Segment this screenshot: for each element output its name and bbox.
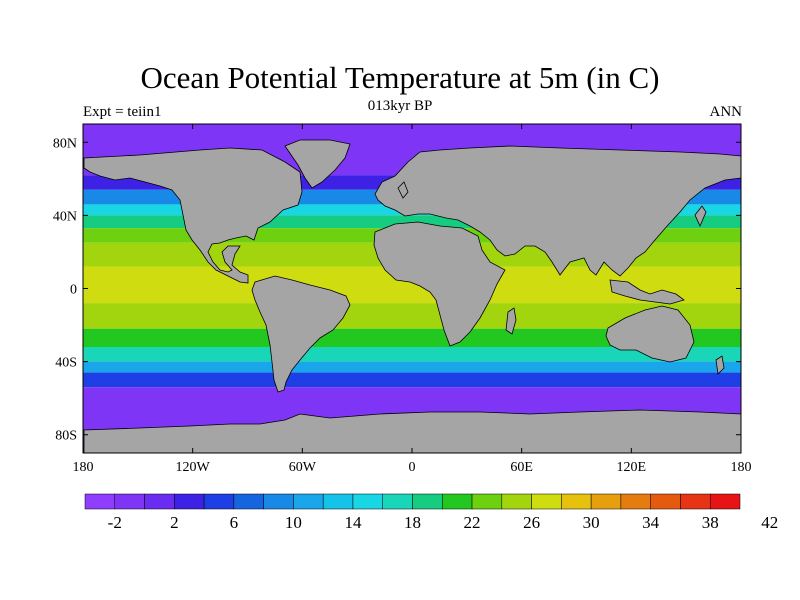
new-zealand-land: [715, 355, 725, 375]
japan-land: [694, 205, 707, 227]
north-america-land: [83, 147, 303, 284]
chart-subtitle: 013kyr BP: [367, 98, 433, 114]
x-tick-label: 180: [73, 460, 94, 475]
colorbar-label: 6: [230, 513, 239, 532]
land-mask: [83, 139, 741, 453]
colorbar-label: 14: [344, 513, 362, 532]
colorbar-swatch: [650, 493, 681, 510]
colorbar-swatch: [203, 493, 235, 510]
colorbar-label: 38: [702, 513, 719, 532]
colorbar-label: 42: [761, 513, 778, 532]
eurasia-land: [374, 145, 741, 277]
colorbar-swatch: [709, 493, 741, 510]
colorbar-swatch: [561, 493, 592, 510]
x-tick-label: 60E: [510, 460, 533, 475]
temperature-band: [83, 372, 741, 388]
colorbar-label: 26: [523, 513, 540, 532]
y-tick-label: 80N: [53, 136, 77, 151]
x-tick-label: 60W: [289, 460, 317, 475]
colorbar-swatch: [501, 493, 532, 510]
x-tick-label: 120W: [176, 460, 211, 475]
colorbar-swatch: [590, 493, 622, 510]
colorbar-swatch: [293, 493, 324, 510]
colorbar-label: 30: [583, 513, 600, 532]
madagascar-land: [505, 307, 517, 335]
colorbar-label: 22: [464, 513, 481, 532]
y-tick-label: 0: [70, 283, 77, 298]
y-tick-label: 40S: [55, 356, 77, 371]
colorbar-swatch: [233, 493, 264, 510]
colorbar-label: 2: [170, 513, 179, 532]
uk-land: [397, 181, 409, 199]
colorbar-swatch: [322, 493, 354, 510]
indonesia-land: [609, 279, 685, 305]
colorbar-label: 34: [642, 513, 660, 532]
colorbar-swatch: [382, 493, 413, 510]
colorbar-swatch: [531, 493, 562, 510]
y-tick-label: 40N: [53, 209, 77, 224]
colorbar-swatch: [174, 493, 205, 510]
colorbar-swatch: [620, 493, 651, 510]
colorbar-swatch: [442, 493, 473, 510]
chart-title: Ocean Potential Temperature at 5m (in C): [140, 60, 660, 95]
colorbar-swatch: [352, 493, 383, 510]
season-label: ANN: [709, 104, 743, 120]
y-tick-label: 80S: [55, 429, 77, 444]
axis-ticks: 180 120W 60W 0 60E 120E 180 80N 40N 0 40S 80S: [53, 124, 752, 475]
colorbar-swatch: [471, 493, 503, 510]
colorbar-swatch: [263, 493, 294, 510]
colorbar-swatch: [84, 493, 116, 510]
colorbar-swatch: [412, 493, 443, 510]
colorbar-label: 18: [404, 513, 421, 532]
colorbar-swatch: [114, 493, 145, 510]
temperature-band: [83, 361, 741, 373]
experiment-label: Expt = teiin1: [83, 104, 162, 120]
x-tick-label: 180: [731, 460, 752, 475]
colorbar-label: -2: [108, 513, 122, 532]
x-tick-label: 120E: [617, 460, 647, 475]
antarctica-land: [83, 409, 741, 453]
greenland-land: [284, 139, 351, 189]
south-america-land: [251, 275, 351, 393]
temperature-band: [83, 328, 741, 347]
colorbar-label: 10: [285, 513, 302, 532]
australia-land: [605, 305, 695, 363]
x-tick-label: 0: [409, 460, 416, 475]
colorbar-swatch: [144, 493, 175, 510]
colorbar-swatch: [680, 493, 711, 510]
temperature-band: [83, 346, 741, 362]
colorbar: -2 2 6 10 14 18 22 26 30 34 38 42: [84, 493, 778, 532]
africa-land: [373, 221, 506, 347]
